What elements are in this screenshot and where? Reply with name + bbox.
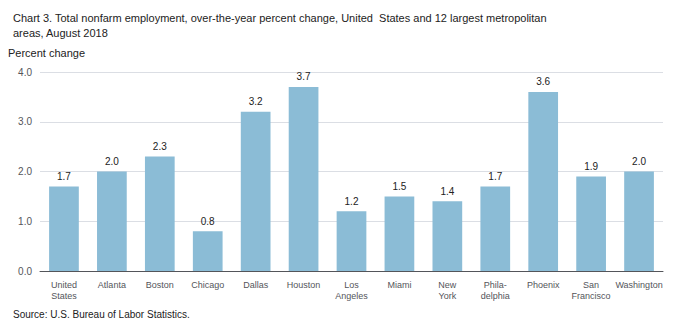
svg-text:Atlanta: Atlanta <box>98 280 126 290</box>
svg-text:3.6: 3.6 <box>536 76 550 87</box>
svg-text:Dallas: Dallas <box>243 280 269 290</box>
svg-text:Chicago: Chicago <box>191 280 224 290</box>
svg-text:Houston: Houston <box>287 280 321 290</box>
svg-text:2.0: 2.0 <box>632 156 646 167</box>
svg-text:2.0: 2.0 <box>105 156 119 167</box>
svg-text:2.3: 2.3 <box>153 141 167 152</box>
svg-text:delphia: delphia <box>481 291 510 301</box>
svg-text:Boston: Boston <box>146 280 174 290</box>
svg-text:1.0: 1.0 <box>18 216 32 227</box>
svg-text:2.0: 2.0 <box>18 166 32 177</box>
svg-text:1.2: 1.2 <box>345 196 359 207</box>
svg-text:1.5: 1.5 <box>392 181 406 192</box>
svg-text:4.0: 4.0 <box>18 67 32 78</box>
svg-text:New: New <box>438 280 457 290</box>
svg-text:0.0: 0.0 <box>18 266 32 277</box>
svg-text:0.8: 0.8 <box>201 216 215 227</box>
svg-text:3.7: 3.7 <box>297 71 311 82</box>
svg-text:States: States <box>51 291 77 301</box>
svg-text:Chart 3. Total nonfarm employm: Chart 3. Total nonfarm employment, over-… <box>13 12 547 24</box>
svg-text:1.4: 1.4 <box>440 186 454 197</box>
svg-text:1.9: 1.9 <box>584 161 598 172</box>
svg-text:areas, August 2018: areas, August 2018 <box>13 27 108 39</box>
svg-text:Phoenix: Phoenix <box>527 280 560 290</box>
svg-text:York: York <box>439 291 457 301</box>
svg-text:Washington: Washington <box>615 280 662 290</box>
svg-text:Percent change: Percent change <box>8 47 85 59</box>
svg-text:Los: Los <box>344 280 359 290</box>
svg-text:1.7: 1.7 <box>57 171 71 182</box>
svg-text:Phila-: Phila- <box>484 280 507 290</box>
svg-text:Francisco: Francisco <box>572 291 611 301</box>
svg-text:United: United <box>51 280 77 290</box>
svg-text:3.2: 3.2 <box>249 96 263 107</box>
svg-text:Angeles: Angeles <box>335 291 368 301</box>
svg-text:Source: U.S. Bureau of Labor S: Source: U.S. Bureau of Labor Statistics. <box>13 309 190 320</box>
svg-text:San: San <box>583 280 599 290</box>
svg-text:1.7: 1.7 <box>488 171 502 182</box>
svg-text:Miami: Miami <box>387 280 411 290</box>
svg-text:3.0: 3.0 <box>18 116 32 127</box>
